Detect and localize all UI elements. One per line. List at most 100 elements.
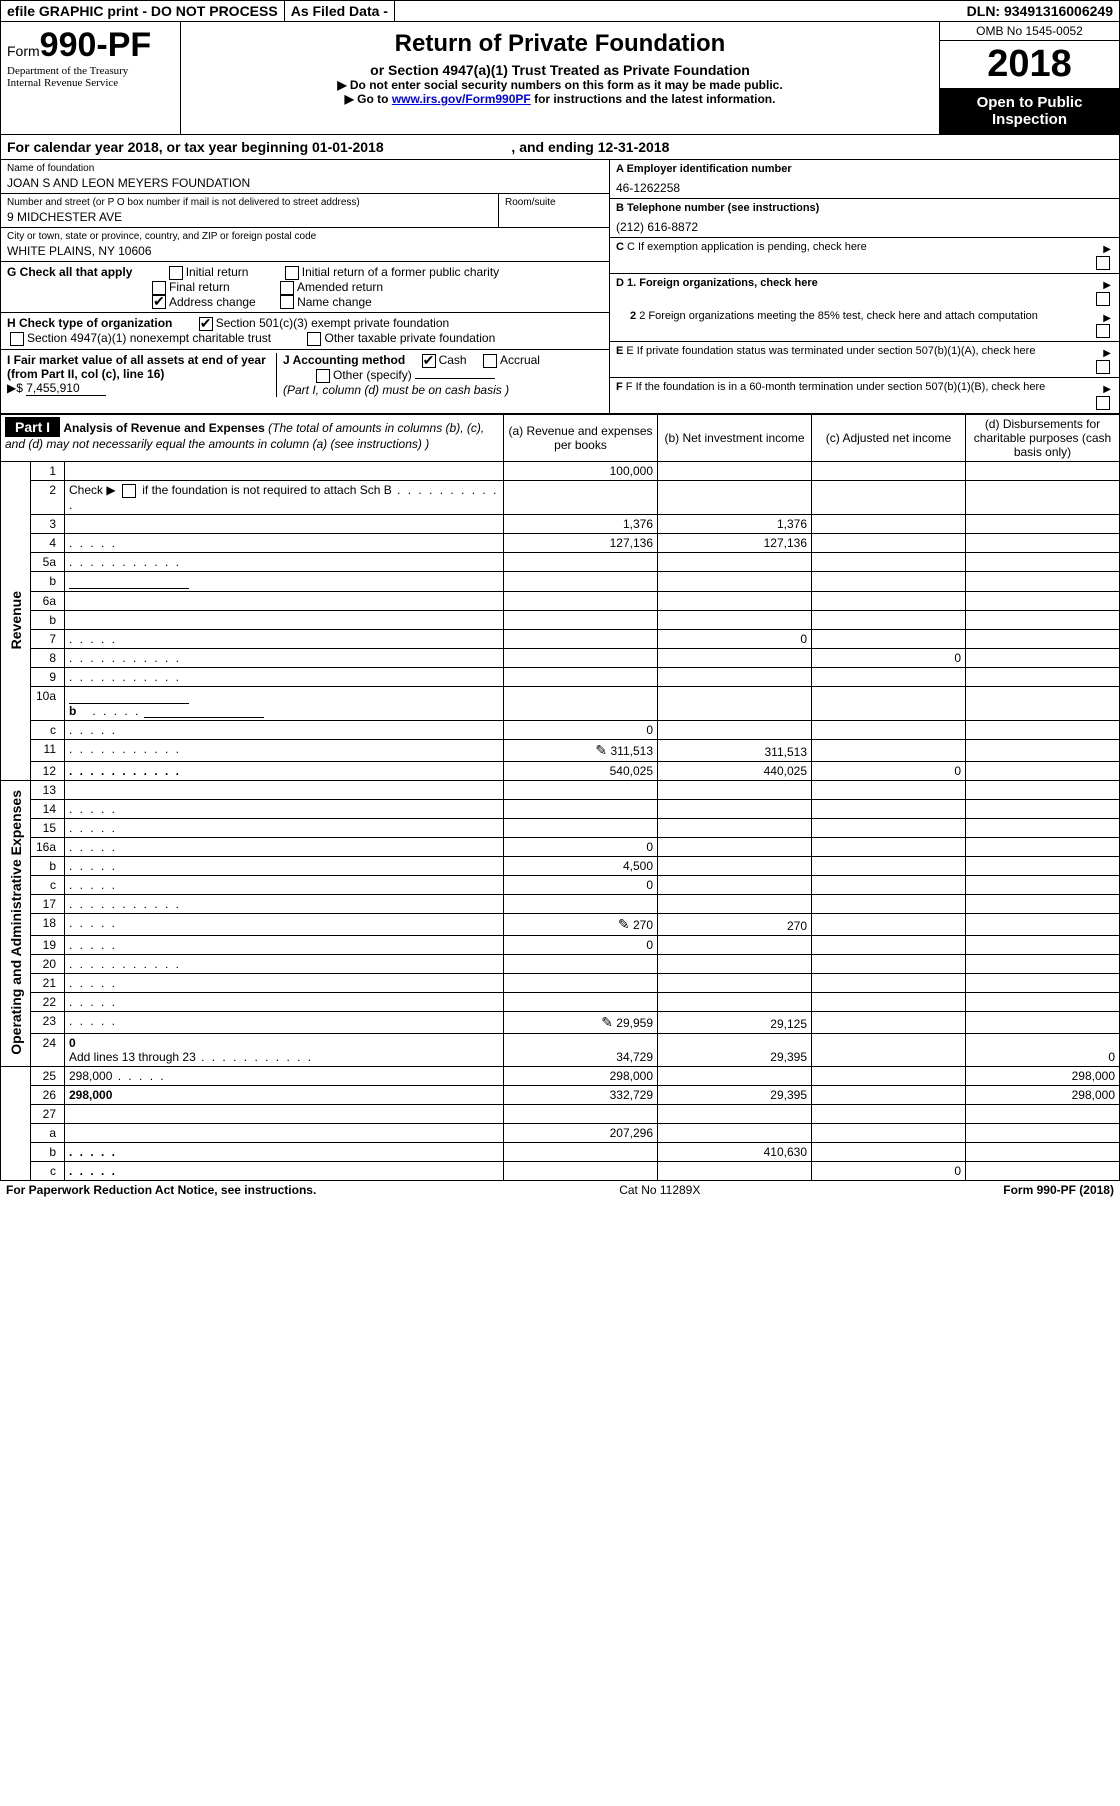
i-label: I Fair market value of all assets at end… bbox=[7, 353, 266, 381]
ck-accrual[interactable] bbox=[483, 354, 497, 368]
r15-desc bbox=[65, 819, 504, 838]
r6a-desc bbox=[65, 591, 504, 610]
r13-desc bbox=[65, 781, 504, 800]
r8-desc bbox=[65, 648, 504, 667]
footer-center: Cat No 11289X bbox=[619, 1183, 700, 1197]
r16a-num: 16a bbox=[31, 838, 65, 857]
r26-d: 298,000 bbox=[966, 1086, 1120, 1105]
opt-initial-return: Initial return bbox=[186, 265, 249, 279]
r12-desc bbox=[65, 762, 504, 781]
r20-desc bbox=[65, 955, 504, 974]
r3-desc bbox=[65, 514, 504, 533]
i-prefix: ▶$ bbox=[7, 381, 26, 395]
r5a-desc bbox=[65, 552, 504, 571]
cal-date-a: 01-01-2018 bbox=[312, 139, 384, 155]
ck-4947[interactable] bbox=[10, 332, 24, 346]
dln: DLN: 93491316006249 bbox=[961, 1, 1119, 21]
dept-irs: Internal Revenue Service bbox=[7, 77, 174, 89]
ck-amended-return[interactable] bbox=[280, 281, 294, 295]
a-value: 46-1262258 bbox=[616, 175, 1113, 195]
opt-name-change: Name change bbox=[297, 295, 372, 309]
attach-icon[interactable]: ✎ bbox=[601, 1014, 613, 1030]
form-instr-2: ▶ Go to www.irs.gov/Form990PF for instru… bbox=[187, 92, 933, 106]
r18-a: ✎ 270 bbox=[504, 914, 658, 936]
row-24: 24 0Add lines 13 through 23 34,729 29,39… bbox=[1, 1034, 1120, 1067]
r2-pre: Check ▶ bbox=[69, 483, 119, 497]
header-center: Return of Private Foundation or Section … bbox=[181, 22, 939, 134]
city-value: WHITE PLAINS, NY 10606 bbox=[7, 242, 603, 258]
ck-f[interactable] bbox=[1096, 396, 1110, 410]
col-a-header: (a) Revenue and expenses per books bbox=[508, 424, 652, 452]
row-27b: b 410,630 bbox=[1, 1143, 1120, 1162]
r6b-num: b bbox=[31, 610, 65, 629]
opt-501c3: Section 501(c)(3) exempt private foundat… bbox=[216, 316, 449, 330]
revenue-vert-text: Revenue bbox=[8, 591, 24, 649]
row-26: 26 298,000 332,729 29,395 298,000 bbox=[1, 1086, 1120, 1105]
r7-b: 0 bbox=[658, 629, 812, 648]
opt-initial-former: Initial return of a former public charit… bbox=[302, 265, 499, 279]
r6a-num: 6a bbox=[31, 591, 65, 610]
r24-a: 34,729 bbox=[504, 1034, 658, 1067]
r11-a-val: 311,513 bbox=[611, 744, 654, 758]
ck-other-method[interactable] bbox=[316, 369, 330, 383]
section-g: G Check all that apply Initial return In… bbox=[1, 262, 609, 313]
b-label: B Telephone number (see instructions) bbox=[616, 202, 819, 214]
ck-initial-former[interactable] bbox=[285, 266, 299, 280]
r12-num: 12 bbox=[31, 762, 65, 781]
ck-501c3[interactable] bbox=[199, 317, 213, 331]
row-3: 3 1,376 1,376 bbox=[1, 514, 1120, 533]
r27b-b: 410,630 bbox=[658, 1143, 812, 1162]
ck-c[interactable] bbox=[1096, 256, 1110, 270]
ck-e[interactable] bbox=[1096, 360, 1110, 374]
box-e: E E If private foundation status was ter… bbox=[610, 342, 1119, 378]
col-b-header: (b) Net investment income bbox=[664, 431, 804, 445]
r10c-a: 0 bbox=[504, 721, 658, 740]
r8-num: 8 bbox=[31, 648, 65, 667]
r16a-a: 0 bbox=[504, 838, 658, 857]
r4-b: 127,136 bbox=[658, 533, 812, 552]
r9-desc bbox=[65, 667, 504, 686]
ck-d2[interactable] bbox=[1096, 324, 1110, 338]
r16c-num: c bbox=[31, 876, 65, 895]
r24-num: 24 bbox=[31, 1034, 65, 1067]
row-9: 9 bbox=[1, 667, 1120, 686]
ck-schb[interactable] bbox=[122, 484, 136, 498]
row-7: 7 0 bbox=[1, 629, 1120, 648]
part1-badge: Part I bbox=[5, 417, 60, 437]
opt-other-method: Other (specify) bbox=[333, 368, 412, 382]
dln-value: 93491316006249 bbox=[1004, 3, 1113, 19]
r16b-a: 4,500 bbox=[504, 857, 658, 876]
r23-a: ✎ 29,959 bbox=[504, 1012, 658, 1034]
ck-name-change[interactable] bbox=[280, 295, 294, 309]
form-number: 990-PF bbox=[40, 26, 152, 64]
ck-initial-return[interactable] bbox=[169, 266, 183, 280]
r1-c bbox=[812, 462, 966, 481]
ck-other-taxable[interactable] bbox=[307, 332, 321, 346]
ck-d1[interactable] bbox=[1096, 292, 1110, 306]
r4-desc bbox=[65, 533, 504, 552]
row-5a: 5a bbox=[1, 552, 1120, 571]
row-18: 18 ✎ 270 270 bbox=[1, 914, 1120, 936]
row-20: 20 bbox=[1, 955, 1120, 974]
instr2-pre: Go to bbox=[357, 92, 392, 106]
r1-d bbox=[966, 462, 1120, 481]
r5b-num: b bbox=[31, 571, 65, 591]
dept-treasury: Department of the Treasury bbox=[7, 65, 174, 77]
row-23: 23 ✎ 29,959 29,125 bbox=[1, 1012, 1120, 1034]
ck-address-change[interactable] bbox=[152, 295, 166, 309]
col-c-header: (c) Adjusted net income bbox=[826, 431, 951, 445]
instr-link[interactable]: www.irs.gov/Form990PF bbox=[392, 92, 531, 106]
attach-icon[interactable]: ✎ bbox=[595, 742, 607, 758]
section-i: I Fair market value of all assets at end… bbox=[7, 353, 277, 397]
revenue-vert-label: Revenue bbox=[1, 462, 31, 781]
instr1-text: Do not enter social security numbers on … bbox=[350, 78, 783, 92]
row-14: 14 bbox=[1, 800, 1120, 819]
header-right: OMB No 1545-0052 2018 Open to Public Ins… bbox=[939, 22, 1119, 134]
ck-cash[interactable] bbox=[422, 354, 436, 368]
attach-icon[interactable]: ✎ bbox=[618, 916, 630, 932]
f-label: F If the foundation is in a 60-month ter… bbox=[626, 381, 1045, 393]
r24-desc: 0Add lines 13 through 23 bbox=[65, 1034, 504, 1067]
r14-num: 14 bbox=[31, 800, 65, 819]
r5b-desc bbox=[65, 571, 504, 591]
section-ij: I Fair market value of all assets at end… bbox=[1, 350, 609, 400]
